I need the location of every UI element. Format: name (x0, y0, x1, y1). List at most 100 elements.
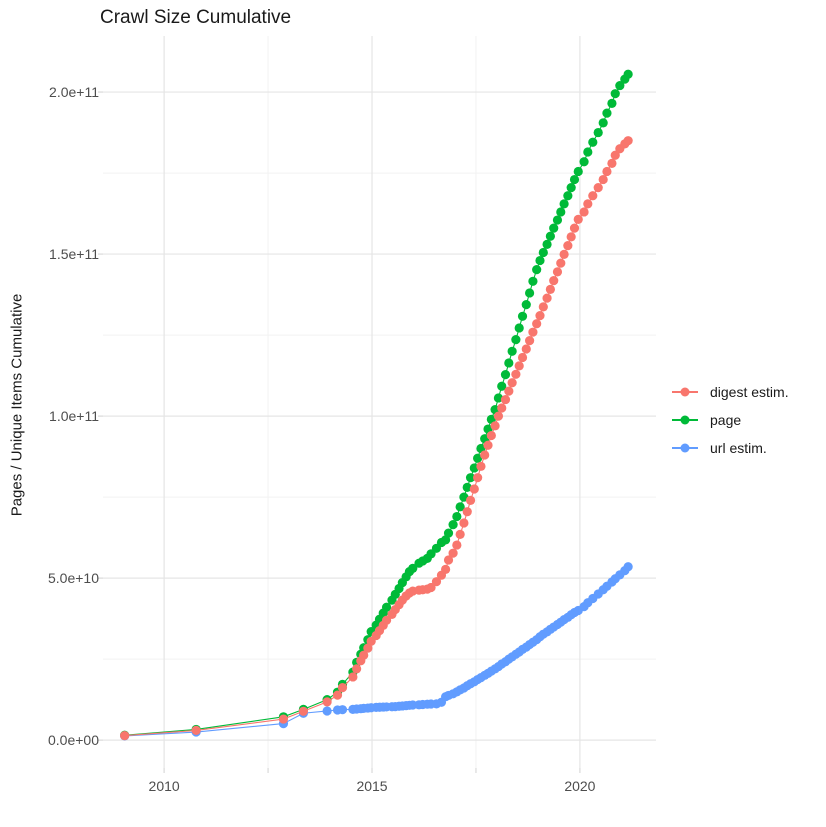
data-point (465, 473, 476, 483)
data-point (507, 346, 517, 356)
data-point (359, 650, 369, 660)
data-point (490, 421, 500, 431)
data-point (602, 166, 612, 177)
data-point (583, 199, 593, 209)
data-point (573, 214, 583, 225)
data-point (120, 730, 130, 741)
data-point (569, 223, 580, 233)
data-point (448, 520, 458, 530)
data-point (549, 223, 559, 233)
data-point (514, 361, 524, 371)
legend-row-url: url estim. (672, 434, 789, 462)
data-point (623, 136, 633, 146)
data-point (588, 137, 598, 147)
data-point (579, 207, 589, 217)
data-point (602, 108, 612, 118)
data-point (278, 714, 289, 724)
data-point (493, 411, 504, 421)
data-point (532, 265, 542, 275)
data-point (598, 118, 608, 128)
data-point (500, 394, 511, 405)
y-tick-label: 5.0e+10 (48, 570, 99, 587)
data-point (528, 276, 538, 286)
data-point (507, 378, 517, 388)
data-point (552, 215, 563, 225)
data-point (493, 393, 504, 403)
legend-key-digest-icon (672, 386, 698, 398)
data-point (556, 207, 566, 217)
data-point (569, 174, 580, 185)
data-point (532, 319, 542, 329)
data-point (348, 672, 358, 682)
data-point (455, 502, 465, 512)
data-point (452, 511, 462, 522)
data-point (579, 157, 589, 167)
data-point (623, 69, 633, 79)
data-point (607, 98, 617, 108)
data-point (381, 602, 392, 612)
data-point (497, 381, 507, 391)
data-point (559, 249, 569, 260)
data-point (528, 327, 538, 337)
data-point (473, 473, 483, 483)
data-point (521, 344, 531, 354)
data-point (504, 358, 514, 368)
data-point (535, 311, 545, 321)
legend-row-digest: digest estim. (672, 378, 789, 406)
data-point (563, 241, 573, 251)
data-point (514, 323, 524, 333)
data-point (462, 482, 472, 492)
data-point (332, 690, 343, 700)
data-point (322, 706, 332, 716)
data-point (459, 518, 469, 528)
data-point (610, 150, 620, 160)
data-point (337, 683, 348, 693)
data-point (535, 255, 545, 266)
data-point (598, 174, 608, 185)
data-point (573, 166, 583, 177)
data-point (480, 450, 490, 460)
data-point (566, 183, 576, 193)
y-tick-label: 1.0e+11 (49, 408, 99, 425)
data-point (542, 239, 552, 249)
data-point (462, 507, 472, 517)
data-point (455, 529, 465, 539)
data-point (497, 403, 507, 413)
data-point (545, 284, 555, 294)
data-point (443, 555, 454, 565)
legend-label-page: page (710, 412, 742, 428)
legend-key-url-icon (672, 442, 698, 454)
data-point (566, 232, 576, 242)
data-point (610, 89, 620, 99)
data-point (538, 247, 548, 258)
data-point (337, 705, 348, 715)
data-point (483, 440, 493, 450)
data-point (476, 461, 486, 471)
data-point (623, 562, 633, 572)
data-point (298, 706, 309, 716)
chart-title: Crawl Size Cumulative (100, 7, 292, 28)
y-tick-label: 1.5e+11 (49, 246, 99, 263)
legend-label-digest: digest estim. (710, 384, 789, 400)
data-point (593, 183, 603, 193)
data-point (615, 80, 625, 91)
data-point (525, 335, 535, 346)
data-point (511, 335, 521, 345)
data-point (322, 697, 332, 707)
data-point (545, 231, 555, 241)
y-axis-title: Pages / Unique Items Cumulative (8, 293, 26, 517)
data-point (431, 577, 442, 587)
data-point (588, 191, 598, 201)
x-tick-label: 2020 (564, 778, 596, 794)
data-point (352, 664, 362, 674)
data-point (525, 288, 535, 298)
y-tick-label: 2.0e+11 (49, 84, 99, 101)
data-point (448, 548, 458, 558)
data-point (607, 158, 617, 168)
legend-key-page-icon (672, 414, 698, 426)
data-point (500, 370, 511, 380)
data-point (559, 199, 569, 209)
data-point (563, 191, 573, 201)
data-point (504, 386, 514, 396)
